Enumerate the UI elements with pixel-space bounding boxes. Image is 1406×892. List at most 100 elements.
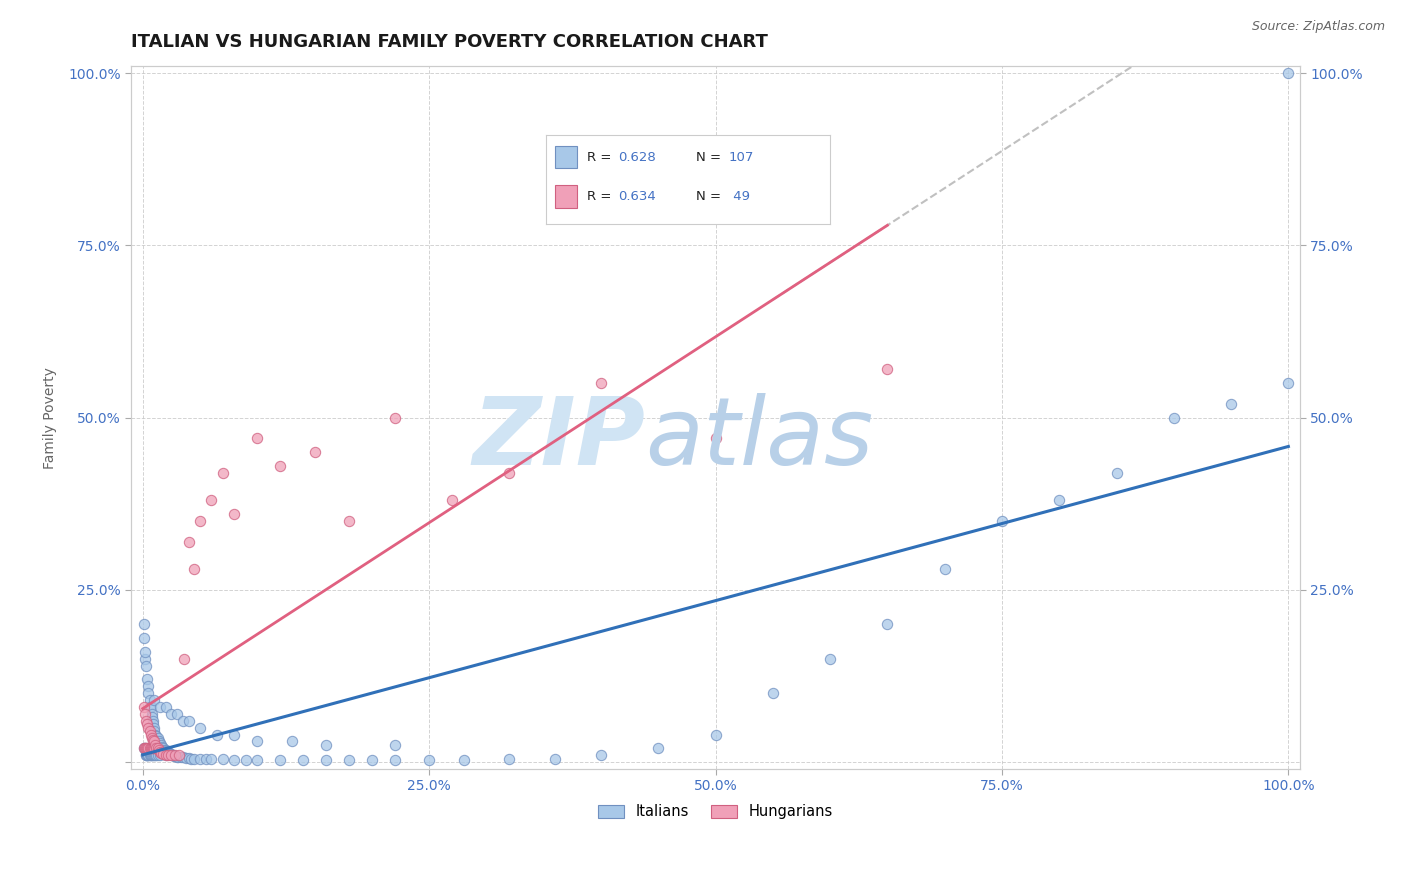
Text: ITALIAN VS HUNGARIAN FAMILY POVERTY CORRELATION CHART: ITALIAN VS HUNGARIAN FAMILY POVERTY CORR…: [131, 33, 768, 51]
Point: [292, 753, 315, 767]
Point: [212, 466, 235, 480]
Point: [183, 751, 205, 765]
Point: [1047, 493, 1070, 508]
Point: [135, 658, 157, 673]
Point: [138, 721, 160, 735]
Point: [143, 727, 166, 741]
Point: [156, 746, 179, 760]
Point: [132, 617, 155, 632]
Point: [200, 493, 222, 508]
Point: [280, 734, 302, 748]
Point: [384, 410, 406, 425]
Point: [818, 651, 841, 665]
Text: 107: 107: [728, 151, 755, 164]
Point: [1277, 66, 1299, 80]
Point: [136, 717, 159, 731]
Point: [139, 727, 162, 741]
Point: [991, 514, 1014, 528]
Point: [163, 748, 186, 763]
Point: [132, 700, 155, 714]
Point: [141, 710, 163, 724]
Point: [498, 466, 520, 480]
Text: atlas: atlas: [645, 393, 873, 484]
Point: [142, 714, 165, 728]
Point: [149, 745, 172, 759]
Point: [148, 742, 170, 756]
Point: [143, 721, 166, 735]
Point: [159, 747, 181, 761]
Point: [246, 431, 269, 445]
Point: [138, 748, 160, 763]
Point: [163, 748, 186, 763]
Text: 0.634: 0.634: [619, 190, 657, 203]
Point: [145, 748, 167, 763]
Point: [172, 714, 194, 728]
Point: [141, 706, 163, 721]
Point: [145, 741, 167, 756]
Point: [146, 741, 169, 756]
Point: [188, 721, 211, 735]
Point: [246, 753, 269, 767]
Point: [177, 534, 200, 549]
Point: [153, 742, 176, 756]
Point: [143, 724, 166, 739]
Point: [155, 748, 177, 763]
Point: [152, 747, 174, 761]
Point: [136, 673, 159, 687]
Point: [138, 748, 160, 763]
Point: [441, 493, 464, 508]
Point: [149, 700, 172, 714]
Point: [315, 738, 337, 752]
Point: [136, 741, 159, 756]
Point: [138, 741, 160, 756]
Point: [304, 445, 326, 459]
Point: [418, 753, 440, 767]
Point: [360, 753, 382, 767]
Point: [934, 562, 956, 576]
Point: [173, 651, 195, 665]
Point: [246, 734, 269, 748]
Point: [136, 748, 159, 763]
Text: ZIP: ZIP: [472, 392, 645, 484]
Point: [269, 753, 291, 767]
Point: [142, 717, 165, 731]
Point: [166, 706, 188, 721]
Point: [205, 727, 228, 741]
Point: [177, 714, 200, 728]
Point: [143, 738, 166, 752]
Point: [704, 727, 727, 741]
Point: [453, 753, 475, 767]
Point: [172, 750, 194, 764]
Point: [589, 748, 612, 763]
Text: 49: 49: [728, 190, 749, 203]
Point: [143, 741, 166, 756]
Point: [224, 507, 246, 521]
Point: [141, 741, 163, 756]
Point: [235, 753, 257, 767]
Point: [132, 741, 155, 756]
Point: [1163, 410, 1185, 425]
Text: N =: N =: [696, 151, 725, 164]
Point: [162, 748, 184, 763]
Point: [150, 738, 173, 752]
Point: [134, 706, 156, 721]
Text: Source: ZipAtlas.com: Source: ZipAtlas.com: [1251, 20, 1385, 33]
Point: [138, 700, 160, 714]
Point: [155, 748, 177, 763]
Point: [139, 748, 162, 763]
Point: [138, 748, 160, 763]
Point: [142, 741, 165, 756]
Point: [157, 746, 180, 760]
Point: [183, 562, 205, 576]
Point: [177, 751, 200, 765]
Point: [141, 731, 163, 745]
Point: [174, 751, 197, 765]
Point: [337, 753, 360, 767]
Point: [384, 753, 406, 767]
Point: [647, 741, 669, 756]
Point: [155, 743, 177, 757]
Point: [200, 752, 222, 766]
Point: [156, 745, 179, 759]
Point: [544, 751, 567, 765]
Point: [180, 751, 202, 765]
